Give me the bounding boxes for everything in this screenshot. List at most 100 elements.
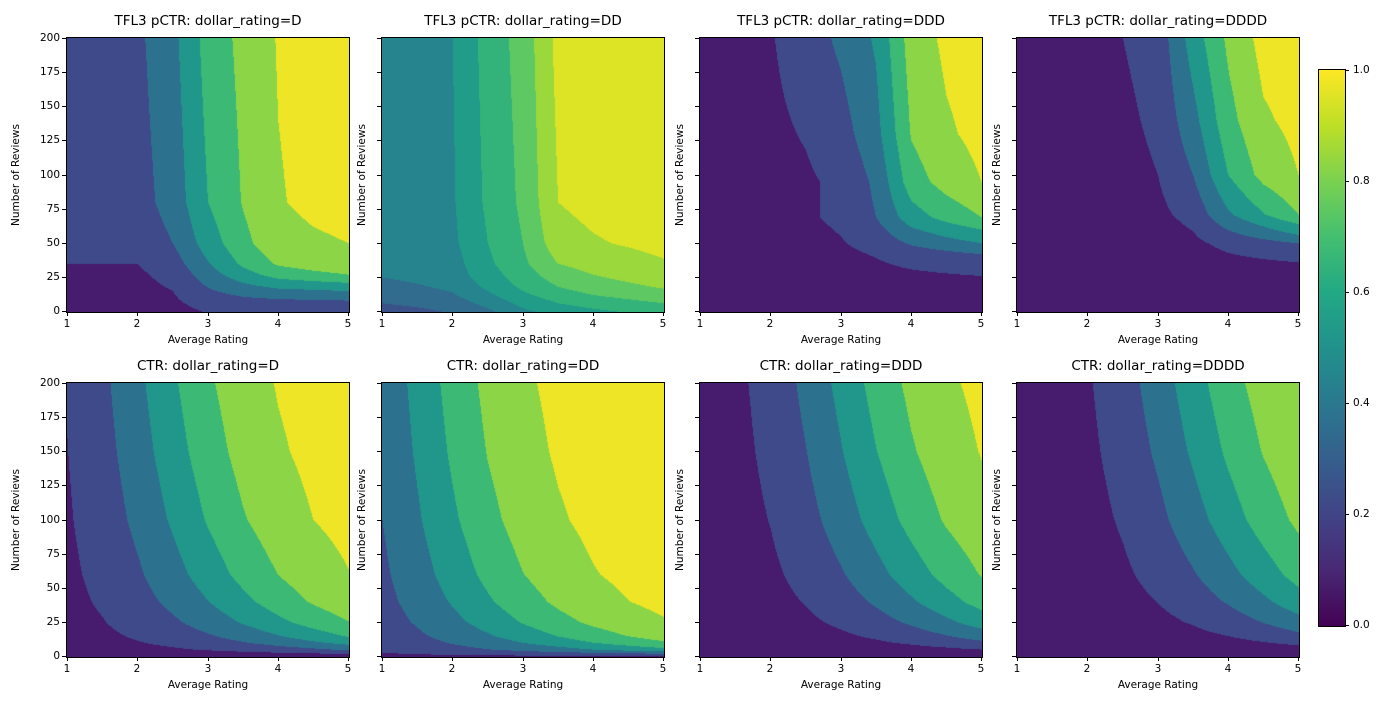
y-tick-mark [695, 311, 699, 312]
plot-area [699, 37, 983, 313]
x-tick-label: 4 [1224, 318, 1232, 330]
colorbar-tick-mark [1345, 70, 1349, 71]
y-tick-mark [377, 451, 381, 452]
x-tick-mark [523, 657, 524, 661]
x-tick-label: 4 [274, 663, 282, 675]
x-tick-mark [1087, 312, 1088, 316]
x-tick-mark [700, 312, 701, 316]
colorbar-tick-mark [1345, 514, 1349, 515]
y-tick-mark [695, 106, 699, 107]
x-tick-mark [1298, 657, 1299, 661]
plot-area [66, 37, 350, 313]
y-tick-mark [62, 451, 66, 452]
x-tick-label: 1 [1013, 663, 1021, 675]
y-tick-label: 125 [39, 134, 60, 146]
panel-title: CTR: dollar_rating=D [136, 358, 280, 374]
x-tick-mark [911, 312, 912, 316]
contour-canvas [1017, 383, 1299, 657]
x-tick-mark [137, 657, 138, 661]
x-tick-label: 2 [133, 663, 141, 675]
x-axis-label: Average Rating [800, 679, 882, 691]
x-tick-label: 1 [696, 663, 704, 675]
y-tick-mark [62, 243, 66, 244]
x-tick-label: 5 [659, 318, 667, 330]
x-tick-mark [208, 657, 209, 661]
x-axis-label: Average Rating [800, 334, 882, 346]
y-tick-label: 100 [39, 169, 60, 181]
y-tick-mark [62, 383, 66, 384]
y-tick-mark [1012, 140, 1016, 141]
x-tick-mark [770, 312, 771, 316]
x-tick-label: 1 [378, 663, 386, 675]
y-tick-mark [377, 485, 381, 486]
y-tick-label: 100 [39, 514, 60, 526]
x-tick-mark [137, 312, 138, 316]
y-tick-mark [377, 554, 381, 555]
y-tick-label: 75 [46, 203, 60, 215]
plot-area [699, 382, 983, 658]
x-tick-label: 4 [589, 318, 597, 330]
x-tick-mark [1158, 657, 1159, 661]
panel-title: TFL3 pCTR: dollar_rating=DDDD [1048, 13, 1268, 29]
y-tick-mark [62, 140, 66, 141]
x-tick-label: 5 [977, 663, 985, 675]
y-tick-mark [377, 106, 381, 107]
y-tick-mark [377, 140, 381, 141]
x-tick-mark [278, 657, 279, 661]
x-tick-mark [382, 312, 383, 316]
x-tick-label: 4 [274, 318, 282, 330]
y-tick-label: 200 [39, 377, 60, 389]
panel-title: CTR: dollar_rating=DD [446, 358, 600, 374]
x-tick-label: 3 [837, 663, 845, 675]
y-tick-mark [62, 72, 66, 73]
y-tick-label: 200 [39, 32, 60, 44]
x-tick-label: 1 [63, 663, 71, 675]
contour-canvas [382, 38, 664, 312]
y-tick-mark [695, 451, 699, 452]
x-tick-mark [593, 657, 594, 661]
colorbar [1318, 69, 1346, 627]
panel-title: TFL3 pCTR: dollar_rating=D [114, 13, 302, 29]
y-tick-mark [62, 417, 66, 418]
y-tick-label: 75 [46, 548, 60, 560]
x-tick-mark [67, 657, 68, 661]
y-tick-mark [377, 417, 381, 418]
y-tick-mark [1012, 588, 1016, 589]
x-tick-mark [1087, 657, 1088, 661]
x-tick-label: 2 [766, 318, 774, 330]
colorbar-tick-label: 0.6 [1353, 286, 1370, 298]
x-tick-mark [452, 312, 453, 316]
y-tick-mark [695, 417, 699, 418]
x-tick-mark [1228, 312, 1229, 316]
y-tick-mark [377, 383, 381, 384]
x-tick-label: 2 [448, 318, 456, 330]
y-tick-mark [377, 209, 381, 210]
x-tick-label: 4 [907, 318, 915, 330]
y-tick-mark [1012, 622, 1016, 623]
x-tick-label: 3 [519, 318, 527, 330]
y-tick-mark [695, 209, 699, 210]
y-tick-mark [62, 622, 66, 623]
plot-area [66, 382, 350, 658]
x-tick-mark [911, 657, 912, 661]
x-tick-mark [278, 312, 279, 316]
y-tick-mark [695, 140, 699, 141]
x-tick-mark [1017, 312, 1018, 316]
x-tick-label: 1 [378, 318, 386, 330]
y-tick-label: 150 [39, 445, 60, 457]
contour-canvas [382, 383, 664, 657]
x-axis-label: Average Rating [1117, 334, 1199, 346]
y-tick-mark [695, 383, 699, 384]
y-tick-mark [1012, 72, 1016, 73]
y-tick-mark [62, 520, 66, 521]
x-tick-mark [663, 312, 664, 316]
contour-canvas [67, 383, 349, 657]
y-tick-mark [377, 72, 381, 73]
x-tick-label: 5 [344, 318, 352, 330]
y-tick-mark [1012, 656, 1016, 657]
plot-area [381, 382, 665, 658]
y-tick-mark [62, 175, 66, 176]
x-tick-label: 1 [1013, 318, 1021, 330]
colorbar-tick-mark [1345, 181, 1349, 182]
x-axis-label: Average Rating [1117, 679, 1199, 691]
